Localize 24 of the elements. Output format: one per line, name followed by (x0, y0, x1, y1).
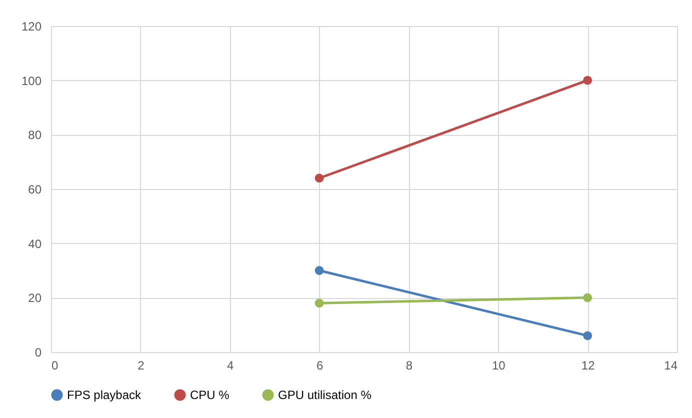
legend-label: FPS playback (67, 388, 142, 402)
point (314, 174, 324, 183)
x-tick-label: 6 (316, 358, 324, 372)
y-tick-label: 0 (34, 346, 42, 360)
point (314, 298, 324, 308)
y-tick-label: 60 (28, 182, 42, 196)
y-tick-label: 80 (28, 128, 42, 142)
legend-label: GPU utilisation % (278, 388, 372, 402)
x-tick-label: 2 (138, 358, 145, 372)
x-tick-label: 14 (664, 358, 678, 372)
x-tick-label: 10 (492, 358, 506, 372)
y-tick-label: 120 (21, 20, 42, 34)
point (583, 331, 592, 340)
y-tick-label: 20 (28, 291, 42, 306)
y-tick-label: 100 (21, 74, 42, 88)
x-tick-label: 0 (52, 358, 58, 372)
legend-label: CPU % (190, 388, 230, 402)
point (583, 293, 592, 302)
y-tick-label: 40 (28, 236, 42, 251)
point (583, 76, 592, 85)
x-tick-label: 12 (581, 358, 596, 372)
x-tick-label: 8 (406, 358, 413, 372)
x-tick-label: 4 (227, 358, 234, 372)
point (314, 266, 324, 275)
